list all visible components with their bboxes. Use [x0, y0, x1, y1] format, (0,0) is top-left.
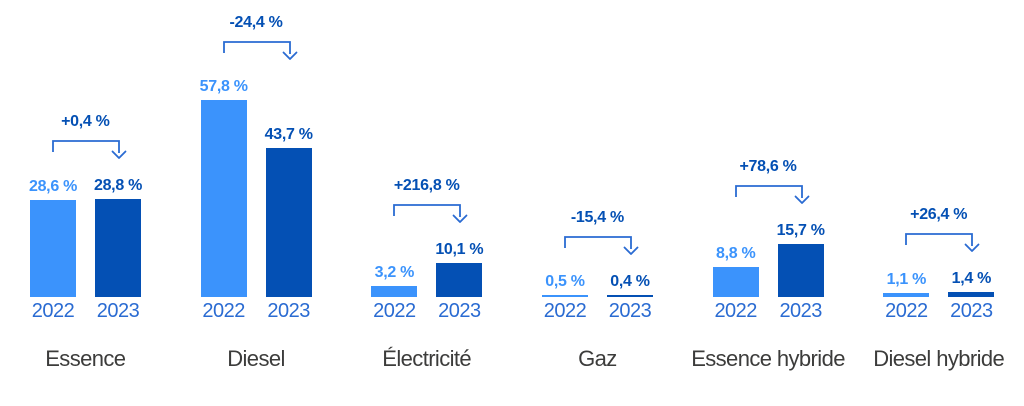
category-label: Gaz [578, 346, 617, 371]
change-arrow-icon [52, 140, 127, 159]
bar-2023 [948, 292, 995, 297]
chart-group-electricite: +216,8 % 3,2 % 10,1 % 2022 2023 Électric… [341, 0, 512, 406]
year-label-2022: 2022 [885, 300, 928, 322]
year-label-2022: 2022 [543, 300, 587, 322]
category-label: Essence [45, 346, 126, 371]
change-arrow-icon [393, 204, 468, 223]
chart-group-essence-hybride: +78,6 % 8,8 % 15,7 % 2022 2023 Essence h… [683, 0, 854, 406]
category-label: Électricité [382, 346, 472, 371]
change-arrow-icon [564, 236, 639, 255]
bar-2022 [883, 293, 930, 297]
value-label-2023: 15,7 % [776, 222, 825, 239]
change-label: +0,4 % [61, 113, 110, 130]
value-label-2023: 43,7 % [264, 126, 313, 143]
bar-2022 [371, 286, 418, 297]
year-label-2023: 2023 [950, 300, 993, 322]
bar-2023 [607, 295, 654, 297]
change-label: -24,4 % [229, 14, 283, 31]
value-label-2023: 0,4 % [610, 273, 650, 290]
change-arrow-icon [734, 185, 810, 204]
year-label-2022: 2022 [373, 300, 416, 322]
chart-group-diesel-hybride: +26,4 % 1,1 % 1,4 % 2022 2023 Diesel hyb… [853, 0, 1024, 406]
change-label: +78,6 % [739, 158, 797, 175]
bar-2022 [200, 100, 247, 297]
bar-2022 [712, 267, 759, 297]
value-label-2022: 28,6 % [28, 178, 77, 195]
category-label: Diesel hybride [873, 346, 1005, 371]
value-label-2023: 1,4 % [951, 270, 992, 287]
year-label-2023: 2023 [267, 300, 310, 322]
bar-2023 [777, 244, 824, 297]
value-label-2022: 3,2 % [374, 264, 415, 281]
category-label: Diesel [227, 346, 285, 371]
category-label: Essence hybride [691, 346, 845, 371]
year-label-2022: 2022 [202, 300, 245, 322]
bar-2023 [95, 199, 141, 297]
year-label-2023: 2023 [779, 300, 822, 322]
change-label: +216,8 % [393, 177, 460, 194]
year-label-2022: 2022 [714, 300, 757, 322]
value-label-2023: 28,8 % [93, 177, 142, 194]
change-arrow-icon [905, 233, 980, 252]
bar-2022 [30, 200, 76, 297]
change-arrow-icon [222, 41, 298, 60]
chart-group-gaz: -15,4 % 0,5 % 0,4 % 2022 2023 Gaz [512, 0, 683, 406]
value-label-2022: 57,8 % [199, 78, 248, 95]
change-label: -15,4 % [570, 209, 624, 226]
value-label-2022: 1,1 % [886, 271, 927, 288]
chart-group-diesel: -24,4 % 57,8 % 43,7 % 2022 2023 Diesel [171, 0, 342, 406]
change-label: +26,4 % [910, 206, 968, 223]
year-label-2023: 2023 [96, 300, 140, 322]
bar-2022 [542, 295, 589, 297]
bar-2023 [436, 263, 483, 297]
year-label-2023: 2023 [608, 300, 652, 322]
chart-group-essence: +0,4 % 28,6 % 28,8 % 2022 2023 Essence [0, 0, 171, 406]
year-label-2023: 2023 [438, 300, 481, 322]
bar-2023 [265, 148, 312, 297]
value-label-2022: 0,5 % [545, 273, 585, 290]
value-label-2022: 8,8 % [715, 245, 756, 262]
year-label-2022: 2022 [31, 300, 75, 322]
value-label-2023: 10,1 % [435, 241, 484, 258]
